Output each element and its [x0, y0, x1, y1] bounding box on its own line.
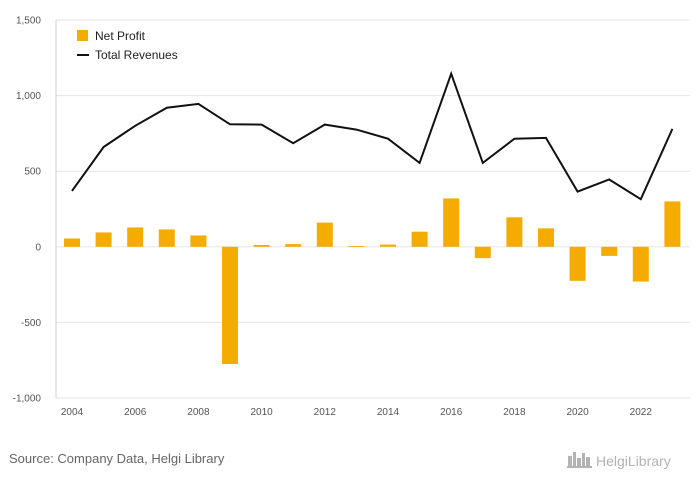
x-tick-label: 2010	[250, 407, 273, 418]
legend-swatch-net-profit	[77, 30, 88, 41]
y-tick-label: 1,000	[16, 91, 41, 102]
bar-net-profit	[222, 246, 238, 364]
bar-layer	[64, 198, 681, 364]
bar-net-profit	[127, 227, 144, 247]
bar-net-profit	[253, 244, 270, 247]
bar-net-profit	[632, 246, 649, 282]
x-tick-label: 2012	[314, 407, 337, 418]
bar-net-profit	[443, 198, 460, 247]
source-note: Source: Company Data, Helgi Library	[9, 451, 225, 466]
grid-layer	[56, 19, 690, 399]
y-tick-label: 1,500	[16, 16, 41, 27]
x-tick-label: 2022	[630, 407, 653, 418]
x-tick-label: 2006	[124, 407, 147, 418]
bar-net-profit	[190, 235, 207, 247]
bar-net-profit	[411, 231, 428, 247]
x-tick-label: 2014	[377, 407, 400, 418]
line-total-revenues	[71, 70, 674, 201]
legend: Net Profit Total Revenues	[77, 29, 178, 62]
bar-net-profit	[569, 246, 586, 281]
bar-net-profit	[474, 246, 491, 259]
y-tick-label: -500	[21, 318, 41, 329]
legend-label-net-profit: Net Profit	[95, 29, 146, 43]
x-tick-label: 2004	[61, 407, 84, 418]
bar-net-profit	[538, 228, 554, 247]
bar-net-profit	[664, 201, 681, 247]
axis-layer: -1,000 -500 0 500 1,000 1,500 2004 2006 2008 2010…	[13, 16, 653, 419]
bar-net-profit	[316, 222, 333, 247]
x-tick-label: 2018	[503, 407, 526, 418]
bar-net-profit	[158, 229, 175, 247]
city-skyline-icon	[567, 452, 592, 468]
bar-net-profit	[601, 246, 618, 256]
brand-name: HelgiLibrary	[596, 453, 671, 469]
bar-net-profit	[95, 232, 112, 247]
bar-net-profit	[64, 238, 80, 247]
x-tick-label: 2020	[566, 407, 589, 418]
legend-label-total-revenues: Total Revenues	[95, 48, 178, 62]
bar-net-profit	[285, 244, 302, 247]
x-tick-label: 2016	[440, 407, 463, 418]
y-tick-label: -1,000	[13, 394, 42, 405]
line-layer	[71, 70, 674, 201]
bar-net-profit	[348, 246, 365, 248]
bar-net-profit	[380, 244, 396, 247]
brand-logo: HelgiLibrary	[567, 452, 671, 469]
y-tick-label: 0	[35, 242, 41, 253]
x-tick-label: 2008	[187, 407, 210, 418]
bar-net-profit	[506, 217, 523, 247]
y-tick-label: 500	[24, 167, 41, 178]
